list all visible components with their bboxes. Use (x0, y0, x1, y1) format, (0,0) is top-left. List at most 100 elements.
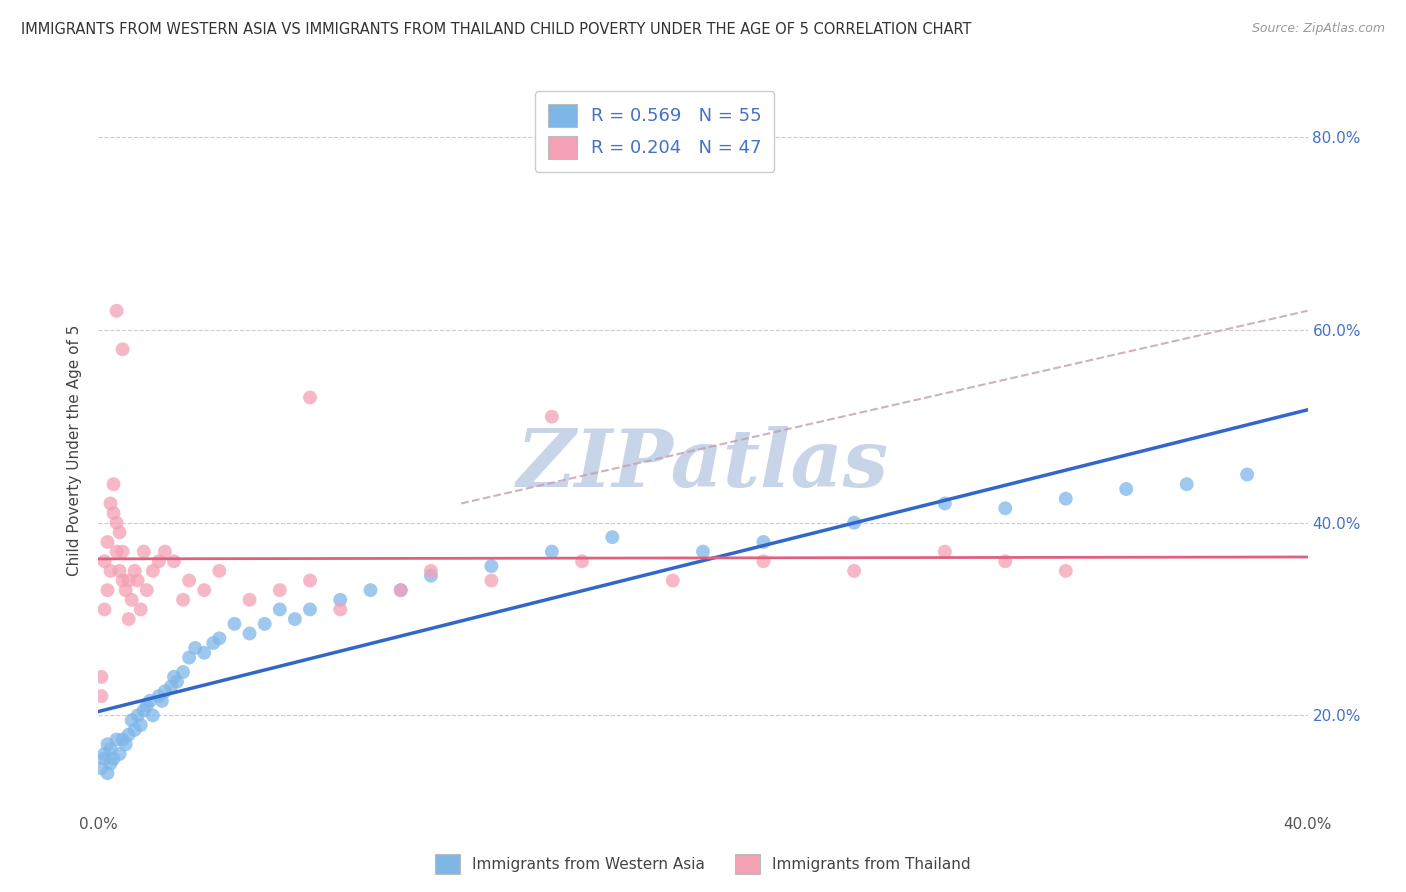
Point (692, 544, 714, 558)
Point (114, 737, 136, 751)
Point (121, 592, 143, 607)
Point (103, 752, 125, 766)
Point (1054, 564, 1077, 578)
Point (93, 554, 115, 568)
Point (284, 612, 307, 626)
Point (100, 564, 122, 578)
Text: ZIPatlas: ZIPatlas (517, 426, 889, 504)
Point (172, 665, 194, 679)
Point (193, 646, 215, 660)
Point (994, 554, 1017, 568)
Point (481, 559, 503, 574)
Point (108, 747, 131, 761)
Point (193, 583, 215, 598)
Point (124, 564, 146, 578)
Point (90, 670, 112, 684)
Point (389, 583, 412, 598)
Point (96, 583, 118, 598)
Point (103, 477, 125, 491)
Point (142, 564, 165, 578)
Text: Source: ZipAtlas.com: Source: ZipAtlas.com (1251, 22, 1385, 36)
Point (142, 708, 165, 723)
Point (752, 535, 775, 549)
Point (661, 574, 683, 588)
Point (96, 766, 118, 780)
Point (90, 761, 112, 775)
Point (1054, 491, 1077, 506)
Point (389, 583, 412, 598)
Point (121, 713, 143, 727)
Point (299, 602, 322, 616)
Legend: R = 0.569   N = 55, R = 0.204   N = 47: R = 0.569 N = 55, R = 0.204 N = 47 (536, 91, 775, 172)
Point (202, 636, 225, 650)
Point (127, 708, 149, 723)
Point (179, 574, 201, 588)
Point (129, 602, 152, 616)
Point (172, 592, 194, 607)
Point (111, 574, 134, 588)
Point (269, 583, 291, 598)
Point (105, 516, 128, 530)
Point (844, 564, 866, 578)
Point (540, 544, 562, 558)
Point (96, 535, 118, 549)
Point (160, 680, 183, 694)
Point (329, 602, 352, 616)
Point (934, 544, 956, 558)
Point (166, 674, 188, 689)
Point (239, 626, 262, 640)
Point (100, 742, 122, 756)
Point (994, 501, 1017, 516)
Point (602, 530, 624, 544)
Point (184, 640, 207, 655)
Point (108, 564, 131, 578)
Point (105, 544, 128, 558)
Point (150, 694, 173, 708)
Point (135, 583, 157, 598)
Point (1115, 482, 1137, 496)
Point (752, 554, 775, 568)
Point (129, 718, 152, 732)
Point (844, 516, 866, 530)
Point (135, 698, 157, 713)
Point (105, 732, 128, 747)
Point (127, 574, 149, 588)
Point (224, 616, 246, 631)
Point (571, 554, 593, 568)
Y-axis label: Child Poverty Under the Age of 5: Child Poverty Under the Age of 5 (67, 325, 83, 576)
Point (139, 694, 162, 708)
Point (208, 632, 231, 646)
Point (481, 574, 503, 588)
Point (148, 689, 170, 703)
Point (108, 525, 131, 540)
Point (118, 612, 141, 626)
Point (100, 756, 122, 771)
Point (93, 752, 115, 766)
Point (93, 602, 115, 616)
Point (269, 602, 291, 616)
Point (93, 747, 115, 761)
Point (208, 564, 231, 578)
Point (153, 684, 176, 698)
Point (100, 496, 122, 510)
Point (179, 650, 201, 665)
Point (299, 391, 322, 405)
Point (148, 554, 170, 568)
Legend: Immigrants from Western Asia, Immigrants from Thailand: Immigrants from Western Asia, Immigrants… (429, 848, 977, 880)
Point (163, 554, 186, 568)
Point (90, 689, 112, 703)
Point (540, 409, 562, 424)
Point (111, 343, 134, 357)
Point (118, 728, 141, 742)
Point (118, 574, 141, 588)
Point (420, 568, 443, 582)
Point (934, 496, 956, 510)
Point (1175, 477, 1198, 491)
Point (114, 583, 136, 598)
Point (299, 574, 322, 588)
Point (103, 506, 125, 520)
Point (329, 592, 352, 607)
Point (132, 544, 155, 558)
Point (153, 544, 176, 558)
Point (360, 583, 382, 598)
